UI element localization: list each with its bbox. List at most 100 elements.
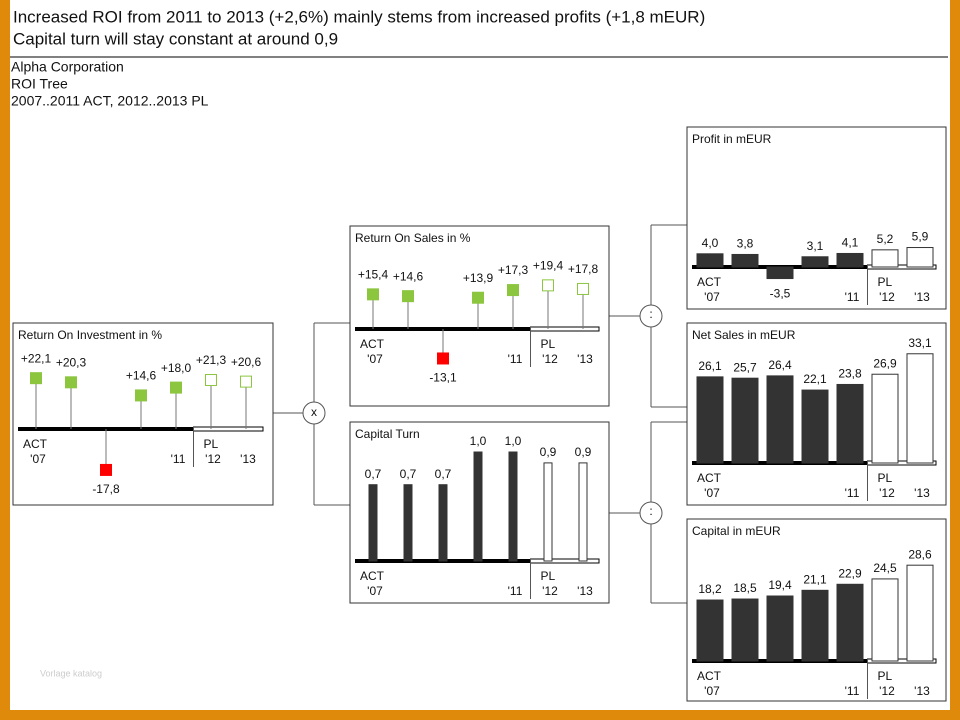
category-label: '13 [914,486,930,500]
category-label: '13 [914,684,930,698]
operator-circle [639,304,663,328]
value-label: +17,8 [568,262,599,276]
value-label: 18,2 [698,582,722,596]
pin-head [135,389,147,402]
value-label: 0,7 [365,467,382,481]
bar [731,598,759,662]
subtitle: 2007..2011 ACT, 2012..2013 PL [11,93,209,109]
pin-head [507,284,519,297]
category-label: '11 [171,452,186,466]
pin-head [542,279,554,292]
value-label: 26,9 [873,356,897,370]
value-label: 25,7 [733,360,757,374]
value-label: 22,1 [803,372,827,386]
bar [578,462,588,562]
pin-head [100,463,112,476]
value-label: 0,9 [540,445,557,459]
value-label: 0,9 [575,445,592,459]
pin-head [402,290,414,303]
bar [836,252,864,268]
category-label: '12 [542,584,558,598]
category-label: '12 [879,486,895,500]
bar [906,247,934,268]
series-name: ACT [23,437,48,451]
value-label: -3,5 [770,287,791,301]
value-label: +20,3 [56,355,87,369]
category-label: '12 [879,684,895,698]
category-label: '11 [845,290,860,304]
series-name: ACT [697,669,722,683]
series-name: PL [878,669,893,683]
value-label: 26,1 [698,359,722,373]
value-label: 19,4 [768,578,792,592]
bar [696,253,724,268]
value-label: 3,8 [737,237,754,251]
bar [473,451,483,562]
pin-head [240,375,252,388]
axis-pl [530,558,600,564]
category-label: '13 [577,584,593,598]
watermark: Vorlage katalog [40,668,102,678]
bar [438,484,448,562]
value-label: +19,4 [533,259,564,273]
pin-head [205,374,217,387]
bar [696,599,724,662]
pin-head [30,372,42,385]
bar [801,389,829,464]
headline: Capital turn will stay constant at aroun… [13,29,338,48]
panel [349,225,610,407]
value-label: 4,1 [842,236,859,250]
category-label: '07 [704,684,720,698]
category-label: '11 [845,486,860,500]
value-label: +21,3 [196,353,227,367]
bar [836,583,864,662]
category-label: '12 [879,290,895,304]
value-label: +18,0 [161,361,192,375]
value-label: 0,7 [435,467,452,481]
operator: : [649,307,652,321]
category-label: '07 [30,452,46,466]
bar [836,383,864,464]
value-label: +22,1 [21,351,52,365]
bar [871,578,899,662]
category-label: '12 [542,352,558,366]
category-label: '07 [367,584,383,598]
panel-title: Profit in mEUR [692,132,772,146]
category-label: '07 [704,486,720,500]
pin-head [367,288,379,301]
value-label: 1,0 [470,434,487,448]
value-label: 23,8 [838,367,862,381]
value-label: 22,9 [838,566,862,580]
category-label: '11 [508,584,523,598]
bar [731,253,759,268]
series-name: PL [204,437,219,451]
value-label: 5,2 [877,232,894,246]
panel-title: Return On Sales in % [355,231,471,245]
bar [766,595,794,662]
bar [696,376,724,464]
pin-head [472,291,484,304]
value-label: 24,5 [873,561,897,575]
value-label: +17,3 [498,263,529,277]
bar [766,375,794,464]
panel [12,322,274,506]
panel-title: Return On Investment in % [18,328,162,342]
connector [609,224,687,408]
panel [686,126,947,310]
value-label: -13,1 [429,371,457,385]
connector [273,322,350,506]
value-label: -17,8 [92,482,120,496]
category-label: '12 [205,452,221,466]
operator: x [311,405,317,419]
pin-head [577,282,589,295]
series-name: PL [878,275,893,289]
category-label: '11 [845,684,860,698]
category-label: '11 [508,352,523,366]
pin-head [65,376,77,389]
axis-pl [193,426,264,432]
panel-title: Net Sales in mEUR [692,328,796,342]
value-label: +14,6 [126,369,157,383]
subtitle: ROI Tree [11,76,68,92]
operator: : [649,504,652,518]
